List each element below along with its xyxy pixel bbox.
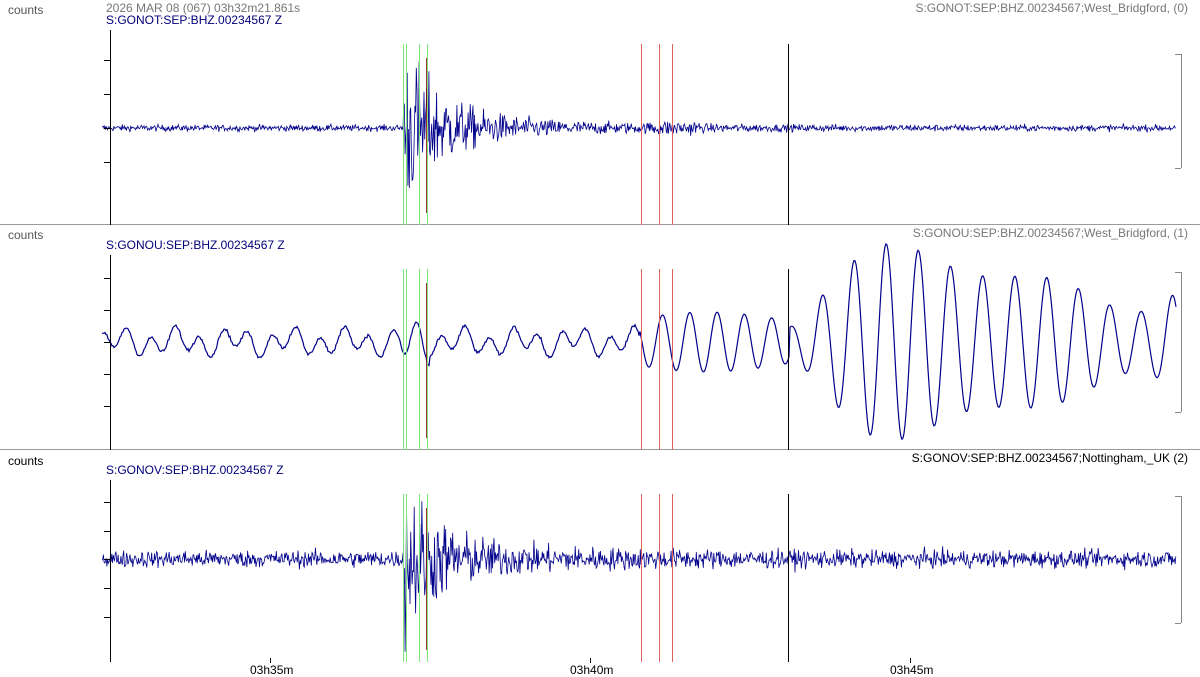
y-axis-tick [104,559,110,560]
units-label: counts [8,228,44,242]
lq-marker-line [788,269,789,450]
s-phase-marker-line [659,44,660,225]
channel-label: S:GONOT:SEP:BHZ.00234567 Z [106,13,283,27]
y-axis-tick [104,162,110,163]
p-phase-marker-line [403,494,404,662]
right-axis-tick [1175,623,1181,624]
trace-panel-0[interactable]: counts 2026 MAR 08 (067) 03h32m21.861s S… [0,0,1200,225]
origin-marker-line [110,494,111,662]
y-axis-tick [104,374,110,375]
record-start-time: 2026 MAR 08 (067) 03h32m21.861s [106,1,301,15]
time-axis-tick [910,658,911,663]
y-axis-tick [104,342,110,343]
y-axis-tick [104,588,110,589]
p-phase-marker-line [403,269,404,450]
y-axis-tick [104,502,110,503]
right-axis-line [1181,272,1182,412]
origin-marker-line [110,269,111,450]
s-phase-marker-line [641,269,642,450]
channel-label: S:GONOV:SEP:BHZ.00234567 Z [106,463,284,477]
s-phase-marker-line [672,269,673,450]
y-axis-tick [104,406,110,407]
right-axis-line [1181,496,1182,623]
pick-marker-line [426,508,427,650]
y-axis-tick [104,60,110,61]
s-phase-marker-line [672,494,673,662]
station-title: S:GONOT:SEP:BHZ.00234567;West_Bridgford,… [915,1,1188,15]
p-phase-marker-line [406,44,407,225]
station-title: S:GONOV:SEP:BHZ.00234567;Nottingham,_UK … [911,451,1188,465]
p-phase-marker-line [403,44,404,225]
panel-divider [0,449,1200,450]
lq-marker-line [788,494,789,662]
waveform-path [101,242,1177,441]
p-phase-marker-line [427,44,428,225]
units-label: counts [8,454,44,468]
time-axis-tick [270,658,271,663]
p-phase-marker-line [406,269,407,450]
pick-marker-line [426,283,427,438]
p-phase-marker-line [427,494,428,662]
lq-marker-line [788,44,789,225]
s-phase-marker-line [641,44,642,225]
p-phase-marker-line [419,269,420,450]
waveform-path [101,501,1177,652]
time-axis-label-2: 03h40m [570,663,614,677]
p-phase-marker-line [419,494,420,662]
p-phase-marker-line [419,44,420,225]
station-title: S:GONOU:SEP:BHZ.00234567;West_Bridgford,… [912,226,1188,240]
p-phase-marker-line [427,269,428,450]
y-axis-tick [104,617,110,618]
y-axis-tick [104,128,110,129]
y-axis-tick [104,531,110,532]
y-axis-tick [104,94,110,95]
s-phase-marker-line [659,494,660,662]
time-axis-tick [590,658,591,663]
p-phase-marker-line [406,494,407,662]
waveform-path [101,61,1176,189]
time-axis-label-1: 03h35m [250,663,294,677]
right-axis-tick [1175,412,1181,413]
s-phase-marker-line [641,494,642,662]
panel-divider [0,224,1200,225]
y-axis-tick [104,310,110,311]
right-axis-tick [1175,496,1181,497]
units-label: counts [8,3,44,17]
time-axis-label-3: 03h45m [890,663,934,677]
right-axis-tick [1175,54,1181,55]
right-axis-line [1181,54,1182,168]
right-axis-tick [1175,168,1181,169]
s-phase-marker-line [659,269,660,450]
origin-marker-line [110,44,111,225]
pick-marker-line [426,58,427,213]
right-axis-tick [1175,272,1181,273]
s-phase-marker-line [672,44,673,225]
channel-label: S:GONOU:SEP:BHZ.00234567 Z [106,238,285,252]
y-axis-tick [104,278,110,279]
